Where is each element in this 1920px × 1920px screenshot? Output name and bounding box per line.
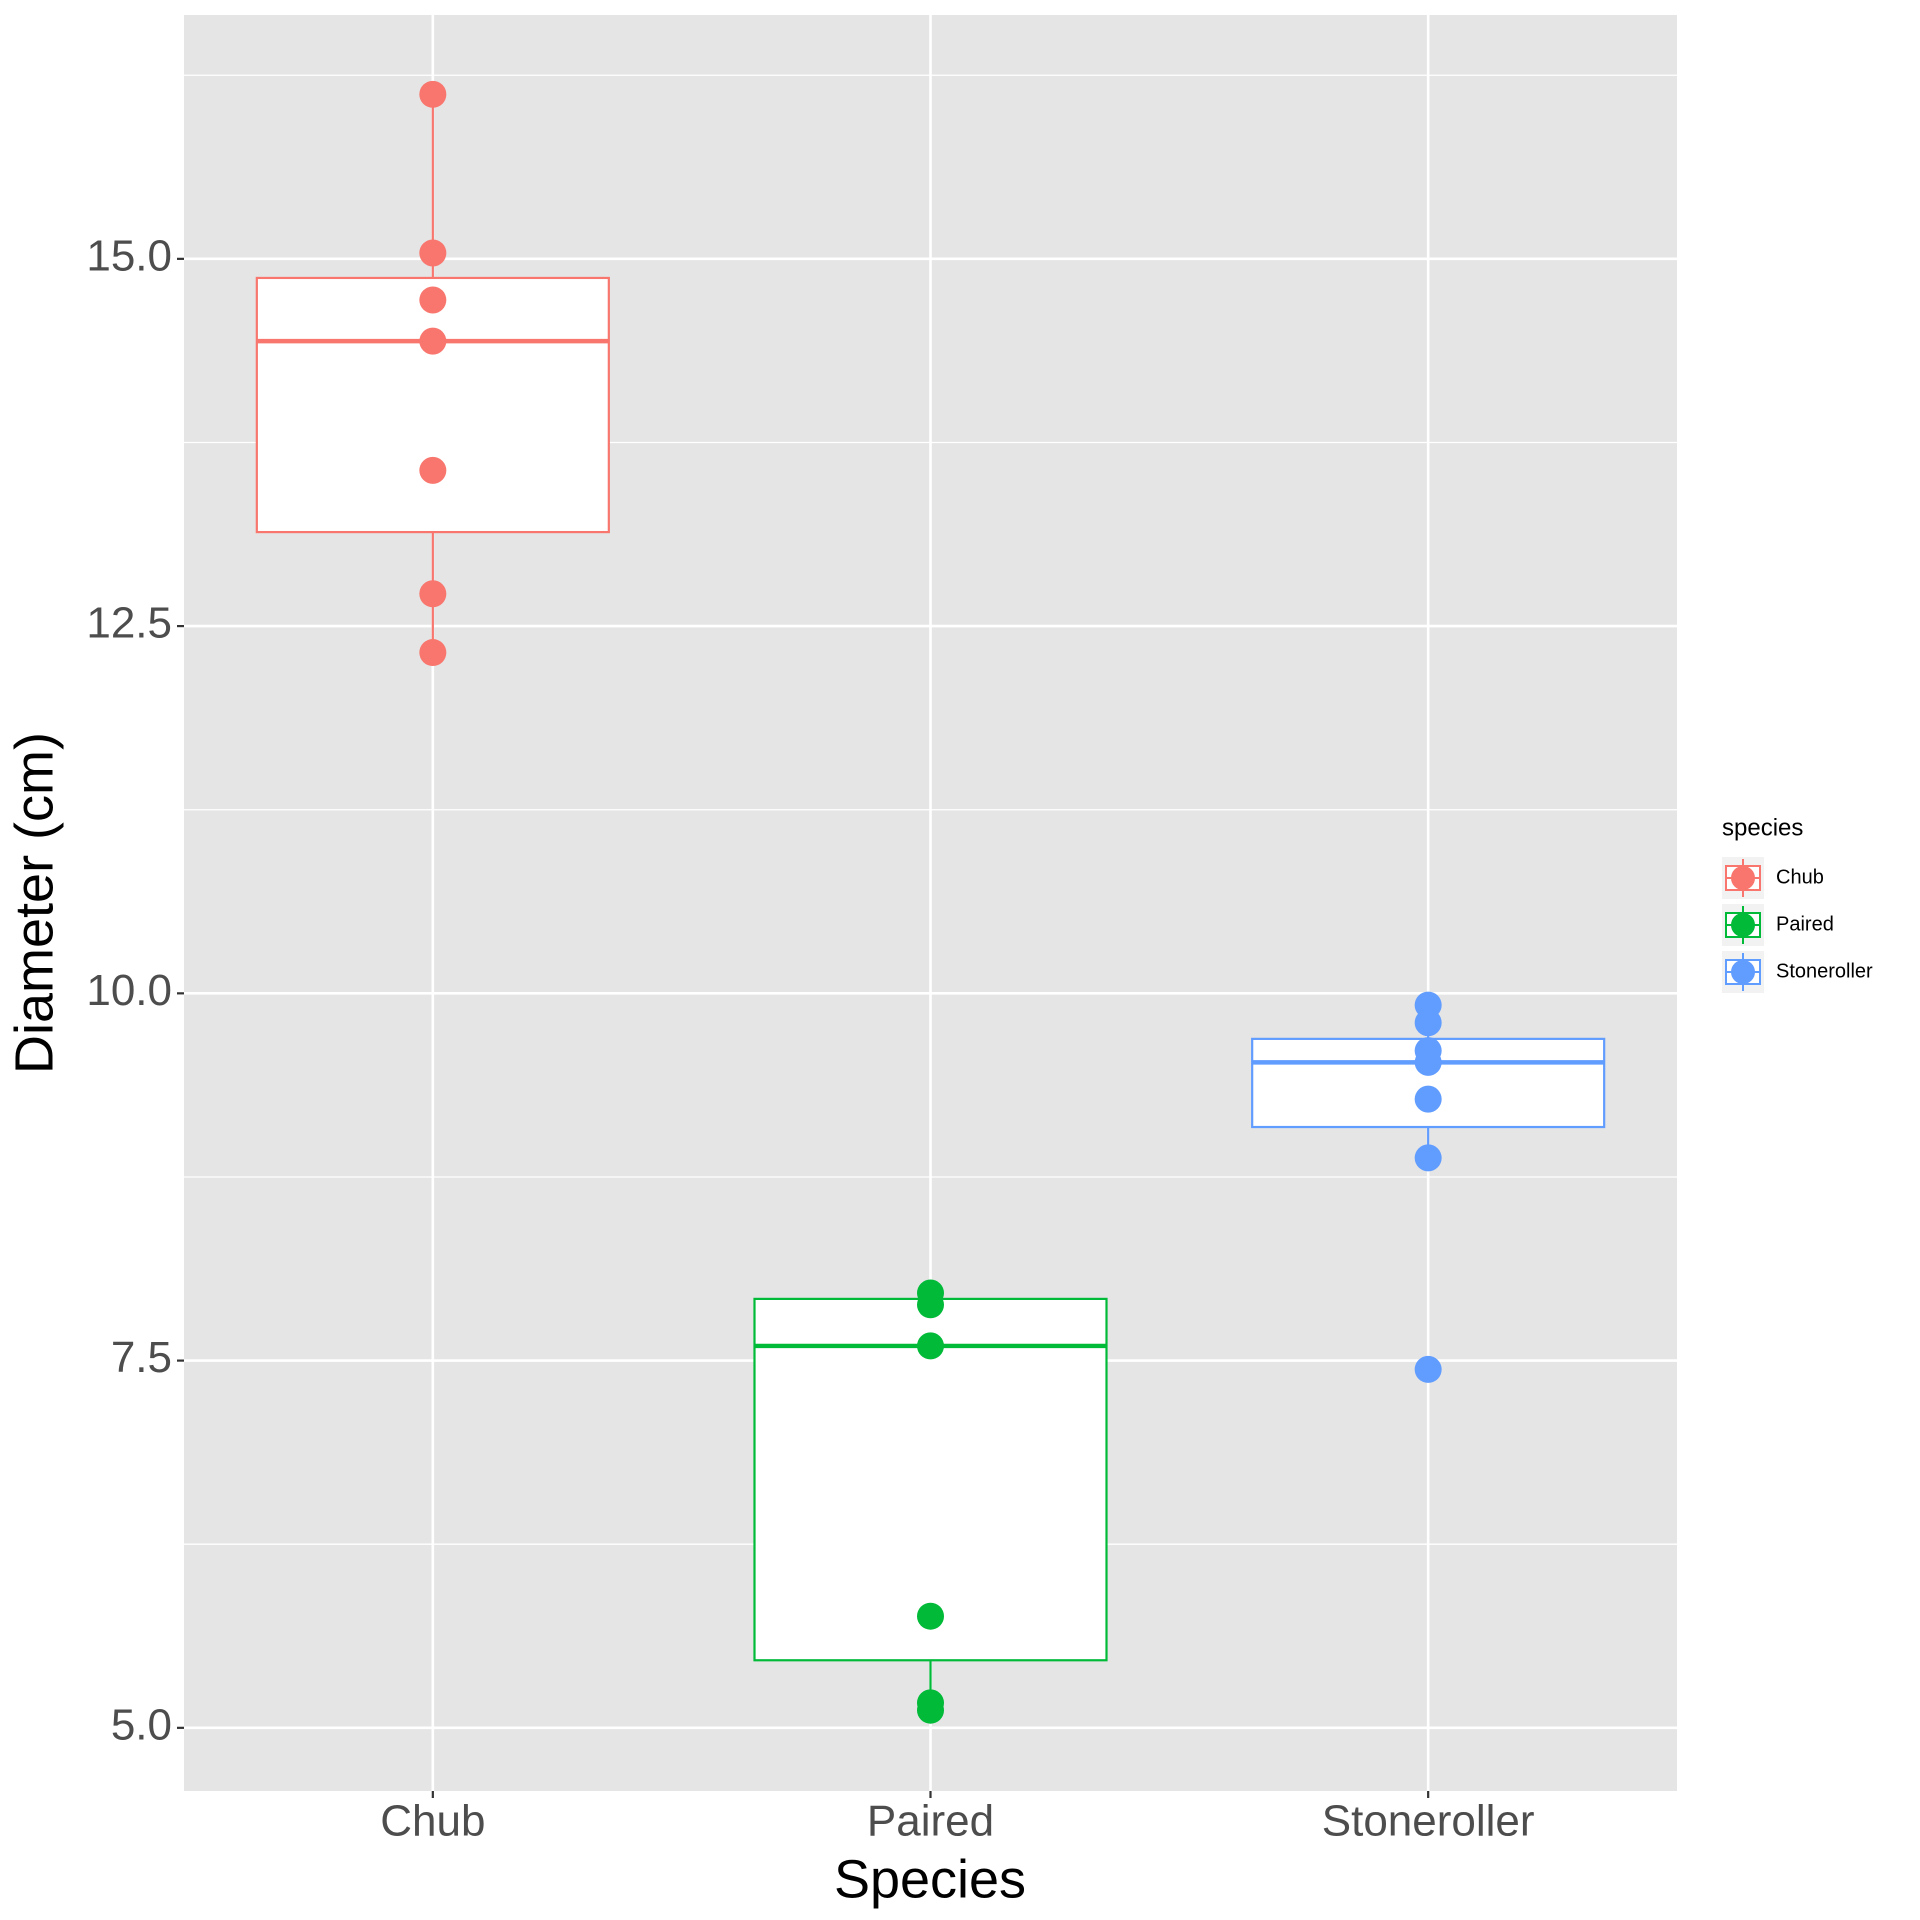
data-point xyxy=(917,1291,944,1319)
legend-key-point xyxy=(1731,913,1755,937)
y-tick-label: 10.0 xyxy=(86,966,172,1015)
data-point xyxy=(1414,1355,1442,1383)
data-point xyxy=(419,456,447,484)
x-tick-label: Stoneroller xyxy=(1322,1797,1535,1846)
box xyxy=(255,276,610,534)
data-point xyxy=(1414,1048,1442,1076)
data-point xyxy=(419,639,447,667)
y-tick-label: 7.5 xyxy=(111,1333,172,1382)
data-point xyxy=(419,580,447,608)
x-axis-title: Species xyxy=(834,1849,1026,1909)
data-point xyxy=(419,327,447,355)
legend-label: Chub xyxy=(1776,866,1824,888)
data-point xyxy=(1414,1009,1442,1037)
y-tick-label: 15.0 xyxy=(86,231,172,280)
x-tick-label: Paired xyxy=(867,1797,994,1846)
data-point xyxy=(917,1602,944,1630)
y-axis-title: Diameter (cm) xyxy=(4,732,64,1074)
y-tick-label: 12.5 xyxy=(86,599,172,648)
data-point xyxy=(1414,1144,1442,1172)
legend: Chub Paired Stoneroller xyxy=(1722,857,1873,993)
data-point xyxy=(419,80,447,108)
x-tick-label: Chub xyxy=(380,1797,485,1846)
legend-title: species xyxy=(1722,814,1803,841)
y-tick-label: 5.0 xyxy=(111,1700,172,1749)
data-point xyxy=(1414,1085,1442,1113)
legend-label: Stoneroller xyxy=(1776,960,1873,982)
data-point xyxy=(419,286,447,314)
legend-key-point xyxy=(1731,960,1755,984)
data-point xyxy=(917,1332,944,1360)
data-point xyxy=(419,239,447,267)
legend-key-point xyxy=(1731,866,1755,890)
plot-marks xyxy=(255,80,1606,1724)
legend-label: Paired xyxy=(1776,913,1834,935)
data-point xyxy=(917,1696,944,1724)
